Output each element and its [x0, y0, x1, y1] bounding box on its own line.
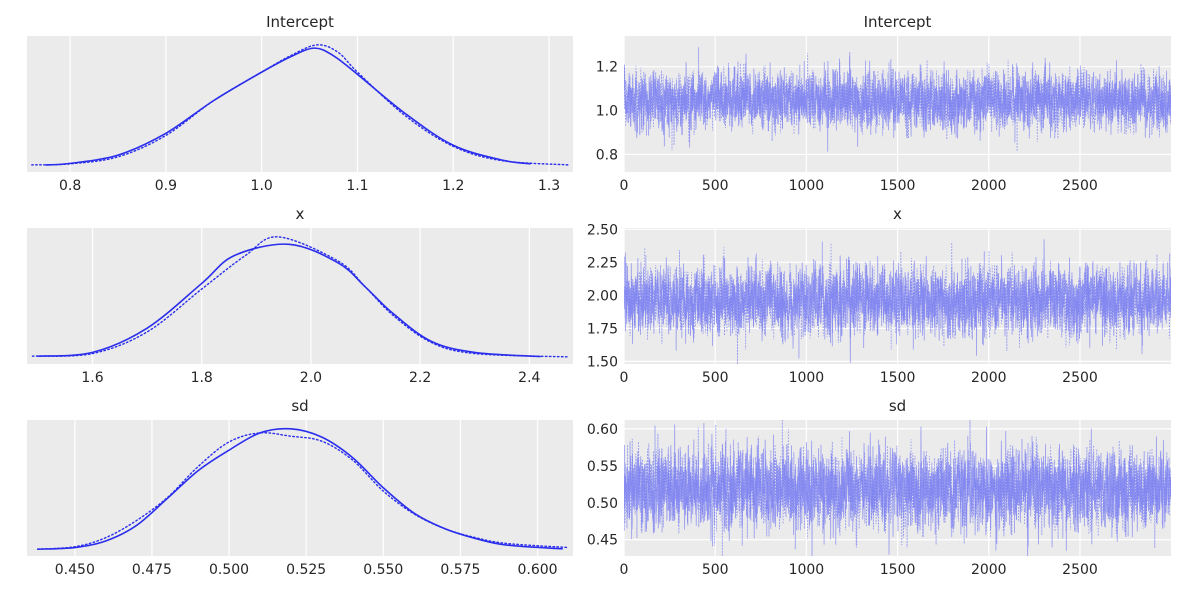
x-tick-label: 2.0: [300, 370, 322, 386]
x-tick-label: 1500: [880, 370, 916, 386]
x-tick-label: 1000: [789, 178, 825, 194]
y-tick-label: 1.75: [587, 321, 618, 337]
x-tick-label: 0.575: [440, 562, 480, 578]
x-tick-label: 2500: [1062, 178, 1098, 194]
x-tick-label: 500: [702, 178, 729, 194]
density-line-chain-1: [37, 432, 570, 550]
x-tick-label: 0.550: [363, 562, 403, 578]
x-tick-label: 2500: [1062, 370, 1098, 386]
x-tick-label: 0.450: [55, 562, 95, 578]
x-tick-label: 500: [702, 562, 729, 578]
x-tick-label: 1500: [880, 178, 916, 194]
density-line-chain-0: [37, 243, 542, 358]
x-tick-label: 2.2: [409, 370, 431, 386]
x-tick-label: 1000: [789, 562, 825, 578]
x-tick-label: 1.3: [538, 178, 560, 194]
panel-title: Intercept: [266, 13, 334, 31]
x-tick-label: 2.4: [518, 370, 540, 386]
x-tick-label: 0.500: [209, 562, 249, 578]
x-tick-label: 0.600: [517, 562, 557, 578]
x-tick-label: 0.475: [132, 562, 172, 578]
y-tick-label: 0.60: [587, 422, 618, 438]
panel-2-posterior-density: 1.6 1.8 2.0 2.2 2.4 x: [27, 205, 573, 386]
panel-title: sd: [889, 397, 906, 415]
x-tick-label: 2500: [1062, 562, 1098, 578]
y-tick-label: 2.25: [587, 255, 618, 271]
trace-line-chain-1: [624, 420, 1171, 556]
density-line-chain-1: [31, 44, 569, 166]
panel-background: [27, 228, 573, 364]
density-line-chain-1: [31, 236, 569, 358]
x-tick-label: 500: [702, 370, 729, 386]
x-tick-label: 0: [620, 370, 629, 386]
x-tick-label: 1.2: [442, 178, 464, 194]
panel-1-trace: 0 500 1000 1500 2000 2500 0.8 1.0 1.2 Intercept: [596, 13, 1171, 194]
x-tick-label: 0: [620, 562, 629, 578]
density-line-chain-0: [45, 47, 531, 166]
x-tick-label: 0.8: [59, 178, 81, 194]
panel-5-trace: 0 500 1000 1500 2000 2500 0.45 0.50 0.55 0.60 sd: [587, 397, 1171, 578]
x-tick-label: 0.525: [286, 562, 326, 578]
x-tick-label: 2000: [971, 562, 1007, 578]
panel-title: Intercept: [864, 13, 932, 31]
x-tick-label: 0.9: [155, 178, 177, 194]
y-tick-label: 2.50: [587, 222, 618, 238]
panel-title: sd: [291, 397, 308, 415]
x-tick-label: 1.1: [346, 178, 368, 194]
y-tick-label: 1.50: [587, 354, 618, 370]
x-tick-label: 0: [620, 178, 629, 194]
panel-4-posterior-density: 0.450 0.475 0.500 0.525 0.550 0.575 0.600 sd: [27, 397, 573, 578]
y-tick-label: 0.50: [587, 496, 618, 512]
x-tick-label: 1500: [880, 562, 916, 578]
x-tick-label: 1.8: [191, 370, 213, 386]
panel-background: [27, 420, 573, 556]
x-tick-label: 1000: [789, 370, 825, 386]
panel-title: x: [296, 205, 305, 223]
x-tick-label: 2000: [971, 370, 1007, 386]
y-tick-label: 1.2: [596, 60, 618, 76]
y-tick-label: 1.0: [596, 104, 618, 120]
panel-3-trace: 0 500 1000 1500 2000 2500 1.50 1.75 2.00 2.25 2.50…: [587, 205, 1171, 386]
panel-0-posterior-density: 0.8 0.9 1.0 1.1 1.2 1.3 Intercept: [27, 13, 573, 194]
y-tick-label: 2.00: [587, 288, 618, 304]
trace-line-chain-1: [624, 47, 1171, 152]
panel-background: [27, 36, 573, 172]
x-tick-label: 1.6: [81, 370, 103, 386]
y-tick-label: 0.55: [587, 459, 618, 475]
panel-title: x: [893, 205, 902, 223]
y-tick-label: 0.45: [587, 533, 618, 549]
x-tick-label: 1.0: [251, 178, 273, 194]
x-tick-label: 2000: [971, 178, 1007, 194]
y-tick-label: 0.8: [596, 147, 618, 163]
